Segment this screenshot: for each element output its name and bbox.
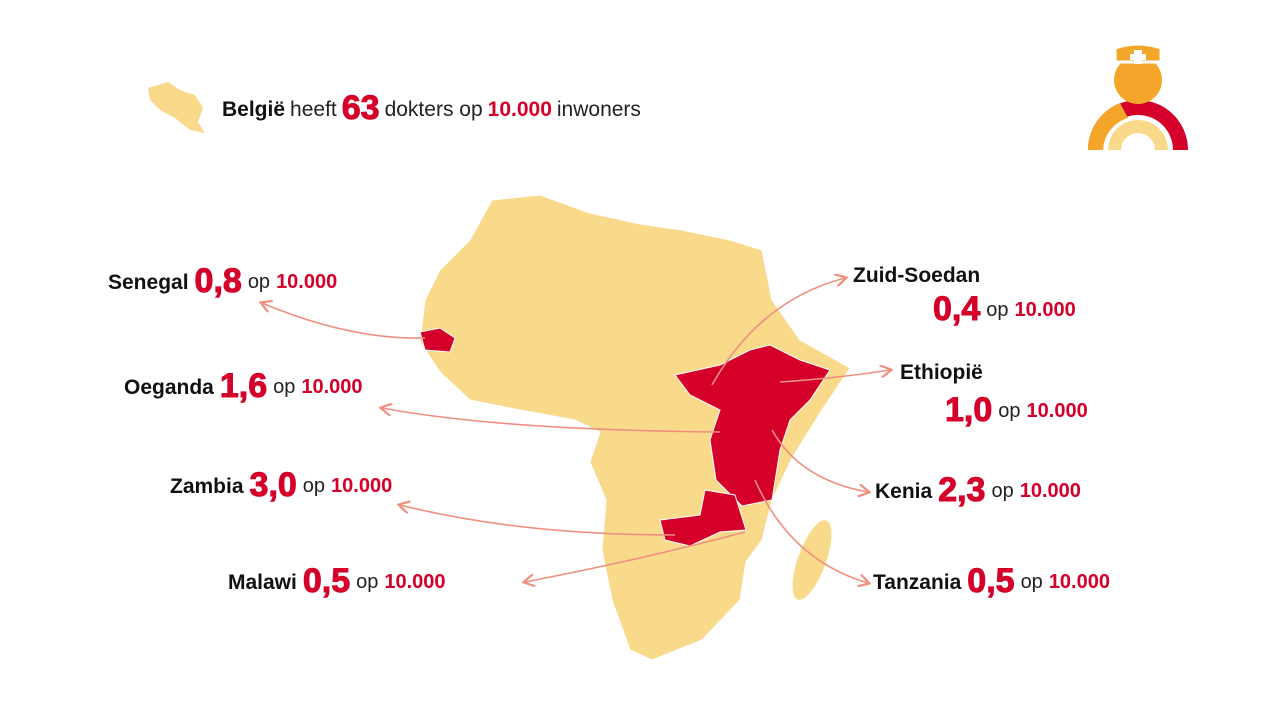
header-unit: dokters op (385, 98, 483, 121)
op: op (303, 475, 325, 497)
header-value: 63 (342, 89, 380, 127)
op: op (356, 571, 378, 593)
country-name: Senegal (108, 271, 189, 294)
per: 10.000 (1015, 299, 1076, 321)
header-country: België (222, 98, 285, 121)
per: 10.000 (384, 571, 445, 593)
header: België heeft 63 dokters op 10.000 inwoners (222, 89, 641, 127)
header-per: 10.000 (488, 98, 552, 121)
per: 10.000 (276, 271, 337, 293)
per: 10.000 (1027, 400, 1088, 422)
country-value: 1,6 (220, 367, 267, 405)
belgium-shape (148, 82, 205, 133)
per: 10.000 (301, 376, 362, 398)
country-value: 3,0 (250, 466, 297, 504)
country-label: Oeganda 1,6 op 10.000 (124, 367, 363, 405)
country-value: 0,5 (303, 562, 350, 600)
country-label: Kenia 2,3 op 10.000 (875, 471, 1081, 509)
op: op (248, 271, 270, 293)
op: op (273, 376, 295, 398)
op: op (998, 400, 1020, 422)
op: op (986, 299, 1008, 321)
country-name: Ethiopië (900, 361, 983, 384)
country-value: 0,4 (933, 290, 980, 328)
country-label: Tanzania 0,5 op 10.000 (873, 562, 1110, 600)
country-value: 2,3 (938, 471, 985, 509)
country-label: Zuid-Soedan (853, 264, 980, 287)
africa-map (419, 194, 851, 661)
country-label: Senegal 0,8 op 10.000 (108, 262, 337, 300)
country-value: 0,8 (195, 262, 242, 300)
country-label: Ethiopië (900, 361, 983, 384)
arrows (262, 278, 890, 583)
op: op (1021, 571, 1043, 593)
country-name: Oeganda (124, 376, 214, 399)
country-name: Zuid-Soedan (853, 264, 980, 287)
country-value-line: 0,4 op 10.000 (933, 290, 1076, 328)
header-verb: heeft (290, 98, 337, 121)
country-name: Kenia (875, 480, 933, 503)
country-value-line: 1,0 op 10.000 (945, 391, 1088, 429)
country-value: 1,0 (945, 391, 992, 429)
country-label: Zambia 3,0 op 10.000 (170, 466, 392, 504)
per: 10.000 (331, 475, 392, 497)
country-name: Zambia (170, 475, 244, 498)
op: op (991, 480, 1013, 502)
per: 10.000 (1020, 480, 1081, 502)
country-name: Tanzania (873, 571, 962, 594)
country-name: Malawi (228, 571, 297, 594)
country-label: Malawi 0,5 op 10.000 (228, 562, 446, 600)
per: 10.000 (1049, 571, 1110, 593)
header-tail: inwoners (557, 98, 641, 121)
country-value: 0,5 (967, 562, 1014, 600)
nurse-icon (1087, 42, 1188, 150)
